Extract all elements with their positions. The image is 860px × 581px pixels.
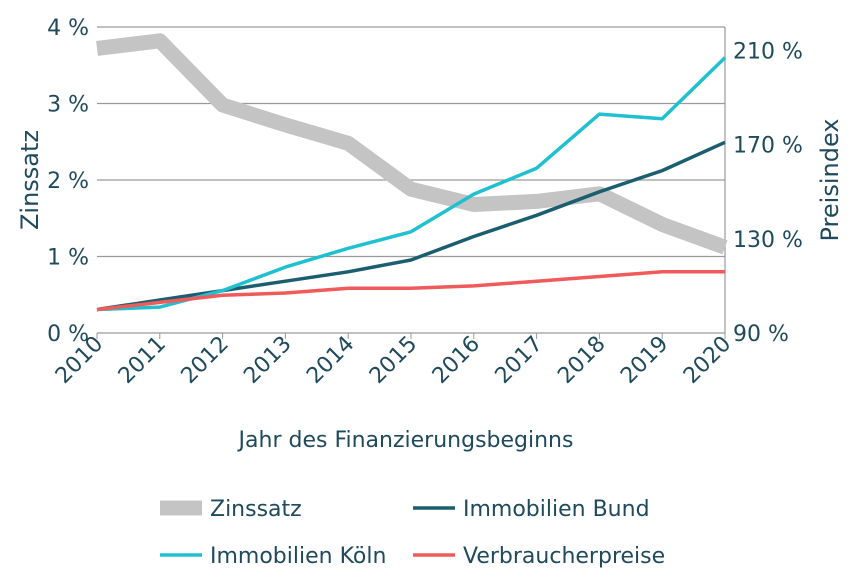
left-tick-label: 2 % [47, 169, 89, 194]
x-axis-label: Jahr des Finanzierungsbeginns [237, 428, 574, 453]
right-tick-label: 130 % [733, 228, 803, 253]
right-tick-labels: 90 % 130 % 170 % 210 % [733, 40, 803, 347]
x-tick-label: 2020 [679, 332, 736, 389]
left-tick-label: 0 % [47, 322, 89, 347]
x-tick-label: 2016 [428, 332, 485, 389]
legend-label: Immobilien Bund [463, 497, 650, 522]
left-tick-label: 4 % [47, 16, 89, 41]
right-tick-label: 170 % [733, 134, 803, 159]
left-tick-labels: 0 % 1 % 2 % 3 % 4 % [47, 16, 89, 347]
x-tick-label: 2012 [177, 332, 234, 389]
right-tick-label: 210 % [733, 40, 803, 65]
x-tick-label: 2015 [365, 332, 422, 389]
x-tick-label: 2014 [302, 332, 359, 389]
x-tick-label: 2011 [114, 332, 171, 389]
right-tick-label: 90 % [733, 322, 789, 347]
left-tick-label: 3 % [47, 93, 89, 118]
legend-label: Immobilien Köln [210, 544, 386, 569]
y-axis-label-right: Preisindex [816, 119, 844, 242]
x-tick-labels: 2010 2011 2012 2013 2014 2015 2016 2017 2018 2019… [51, 332, 736, 389]
x-tick-label: 2018 [553, 332, 610, 389]
legend-label: Verbraucherpreise [463, 544, 665, 569]
series-lines [96, 33, 728, 312]
legend: Zinssatz Immobilien Bund Immobilien Köln Ve… [160, 497, 665, 569]
series-verbraucherpreise [96, 270, 725, 312]
x-tick-label: 2017 [491, 332, 548, 389]
y-axis-label-left: Zinssatz [16, 130, 44, 230]
left-tick-label: 1 % [47, 246, 89, 271]
legend-label: Zinssatz [210, 497, 302, 522]
series-zinssatz [96, 33, 728, 255]
series-immobilien-bund [96, 140, 726, 312]
x-tick-label: 2013 [239, 332, 296, 389]
x-tick-label: 2019 [616, 332, 673, 389]
